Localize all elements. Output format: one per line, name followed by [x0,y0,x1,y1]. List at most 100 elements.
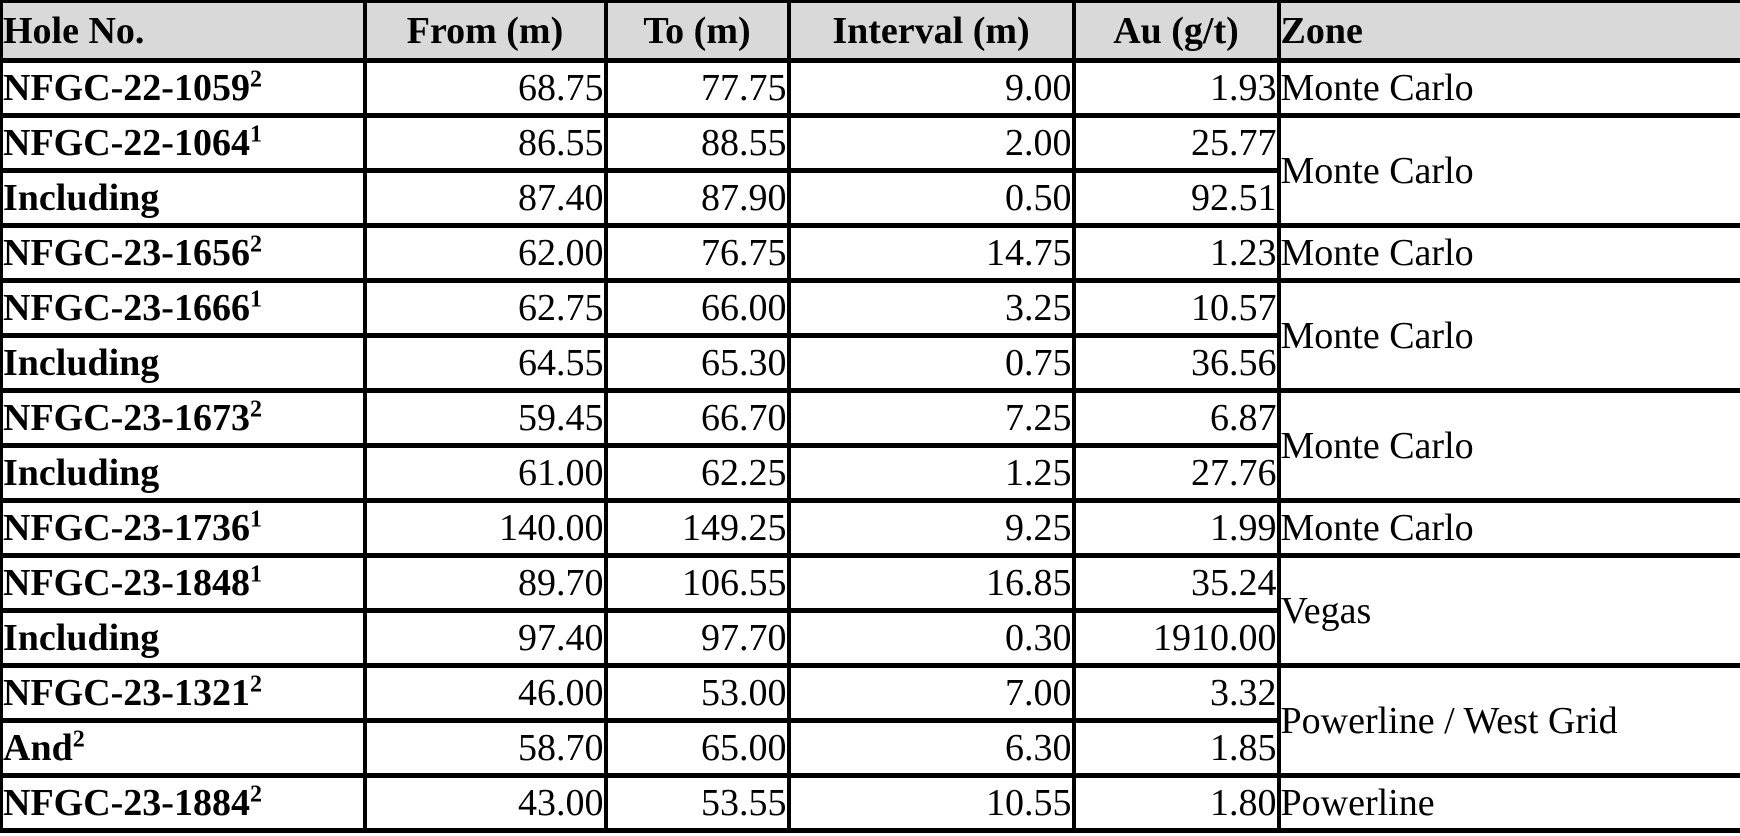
table-row: NFGC-23-18481 89.70 106.55 16.85 35.24 Vegas [0,553,1740,668]
from-cell: 62.00 [362,223,608,283]
from-cell: 86.55 [362,113,608,173]
interval-cell: 9.25 [786,498,1076,558]
from-cell: 61.00 [362,443,608,503]
hole-footnote-superscript: 2 [249,66,262,93]
interval-cell: 1.25 [786,443,1076,503]
hole-footnote-superscript: 2 [249,671,262,698]
zone-cell: Monte Carlo [1276,58,1740,118]
table-row: NFGC-23-18842 43.00 53.55 10.55 1.80 Powerlin… [0,773,1740,833]
hole-no-cell: NFGC-23-17361 [0,498,367,558]
hole-no-cell: NFGC-23-16661 [0,278,367,338]
to-cell: 97.70 [603,608,791,668]
table-row: NFGC-23-16732 59.45 66.70 7.25 6.87 Monte Car… [0,388,1740,503]
au-cell: 25.77 [1071,113,1281,173]
zone-cell: Vegas [1276,553,1740,668]
to-cell: 53.55 [603,773,791,833]
table-row: NFGC-23-16562 62.00 76.75 14.75 1.23 Monte Ca… [0,223,1740,283]
from-cell: 140.00 [362,498,608,558]
column-header-zone: Zone [1276,0,1740,63]
table-row: NFGC-23-13212 46.00 53.00 7.00 3.32 Powerline… [0,663,1740,778]
au-cell: 36.56 [1071,333,1281,393]
hole-footnote-superscript: 2 [249,231,262,258]
from-cell: 59.45 [362,388,608,448]
to-cell: 149.25 [603,498,791,558]
column-header-au-g-t: Au (g/t) [1071,0,1281,63]
hole-no-cell: And2 [0,718,367,778]
from-cell: 46.00 [362,663,608,723]
zone-cell: Monte Carlo [1276,223,1740,283]
hole-no-cell: Including [0,333,367,393]
hole-footnote-superscript: 1 [249,506,262,533]
to-cell: 66.00 [603,278,791,338]
from-cell: 89.70 [362,553,608,613]
au-cell: 35.24 [1071,553,1281,613]
zone-cell: Monte Carlo [1276,113,1740,228]
hole-no-cell: Including [0,443,367,503]
au-cell: 3.32 [1071,663,1281,723]
au-cell: 1.23 [1071,223,1281,283]
table-row: Including 64.55 65.30 0.75 36.56 [0,333,1740,393]
au-cell: 6.87 [1071,388,1281,448]
hole-footnote-superscript: 2 [249,781,262,808]
hole-footnote-superscript: 1 [249,286,262,313]
to-cell: 62.25 [603,443,791,503]
hole-no-cell: Including [0,608,367,668]
hole-no-cell: Including [0,168,367,228]
to-cell: 88.55 [603,113,791,173]
to-cell: 65.00 [603,718,791,778]
zone-cell: Powerline / West Grid [1276,663,1740,778]
zone-cell: Monte Carlo [1276,388,1740,503]
from-cell: 87.40 [362,168,608,228]
au-cell: 1910.00 [1071,608,1281,668]
table-row: Including 87.40 87.90 0.50 92.51 [0,168,1740,228]
hole-footnote-superscript: 1 [249,561,262,588]
to-cell: 66.70 [603,388,791,448]
table-row: NFGC-23-16661 62.75 66.00 3.25 10.57 Monte Ca… [0,278,1740,393]
to-cell: 87.90 [603,168,791,228]
from-cell: 64.55 [362,333,608,393]
zone-cell: Monte Carlo [1276,498,1740,558]
interval-cell: 3.25 [786,278,1076,338]
interval-cell: 0.30 [786,608,1076,668]
to-cell: 53.00 [603,663,791,723]
column-header-interval-m: Interval (m) [786,0,1076,63]
au-cell: 1.85 [1071,718,1281,778]
interval-cell: 7.00 [786,663,1076,723]
header-row: Hole No. From (m) To (m) Interval (m) Au (g/… [0,0,1740,63]
from-cell: 97.40 [362,608,608,668]
interval-cell: 10.55 [786,773,1076,833]
interval-cell: 9.00 [786,58,1076,118]
to-cell: 76.75 [603,223,791,283]
hole-no-cell: NFGC-22-10592 [0,58,367,118]
from-cell: 43.00 [362,773,608,833]
interval-cell: 0.75 [786,333,1076,393]
au-cell: 1.80 [1071,773,1281,833]
hole-no-cell: NFGC-23-18842 [0,773,367,833]
hole-no-cell: NFGC-23-18481 [0,553,367,613]
hole-no-cell: NFGC-22-10641 [0,113,367,173]
column-header-to-m: To (m) [603,0,791,63]
hole-no-cell: NFGC-23-13212 [0,663,367,723]
interval-cell: 14.75 [786,223,1076,283]
au-cell: 1.99 [1071,498,1281,558]
table-row: NFGC-23-17361 140.00 149.25 9.25 1.99 Monte C… [0,498,1740,558]
from-cell: 58.70 [362,718,608,778]
table-row: NFGC-22-10592 68.75 77.75 9.00 1.93 Monte Car… [0,58,1740,118]
au-cell: 92.51 [1071,168,1281,228]
au-cell: 1.93 [1071,58,1281,118]
hole-footnote-superscript: 2 [249,396,262,423]
au-cell: 27.76 [1071,443,1281,503]
hole-footnote-superscript: 1 [249,121,262,148]
hole-footnote-superscript: 2 [72,726,85,753]
table-row: Including 61.00 62.25 1.25 27.76 [0,443,1740,503]
table-body: NFGC-22-10592 68.75 77.75 9.00 1.93 Monte Car… [0,58,1740,833]
to-cell: 65.30 [603,333,791,393]
to-cell: 77.75 [603,58,791,118]
interval-cell: 2.00 [786,113,1076,173]
from-cell: 68.75 [362,58,608,118]
table-row: Including 97.40 97.70 0.30 1910.00 [0,608,1740,668]
zone-cell: Powerline [1276,773,1740,833]
interval-cell: 6.30 [786,718,1076,778]
hole-no-cell: NFGC-23-16562 [0,223,367,283]
